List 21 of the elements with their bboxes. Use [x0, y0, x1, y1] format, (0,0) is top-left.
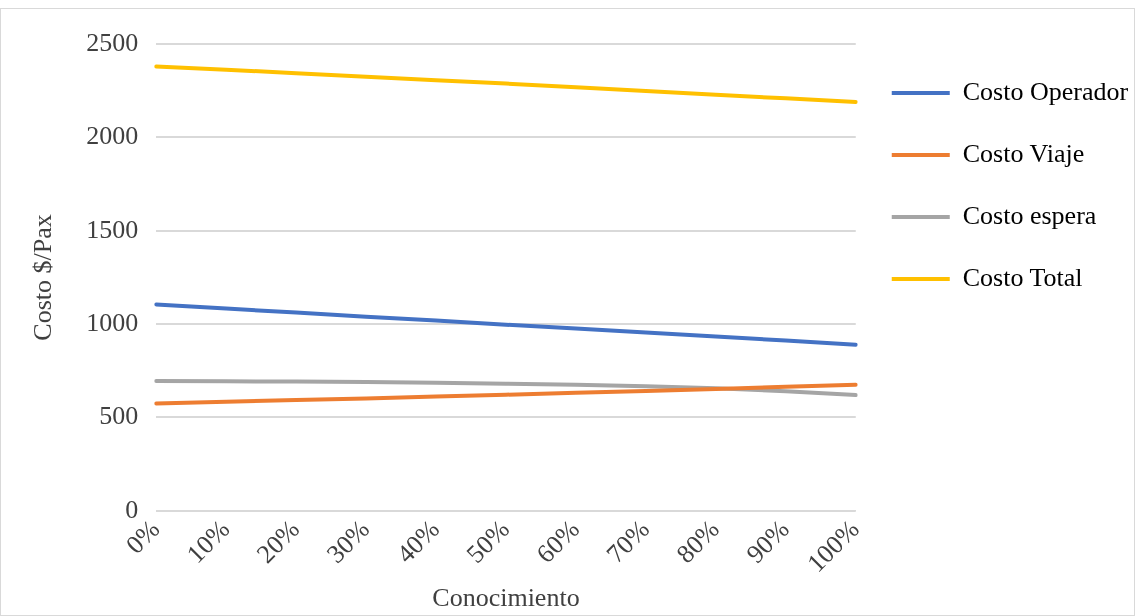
y-axis-title: Costo $/Pax [28, 214, 58, 341]
y-tick-label: 500 [99, 401, 139, 431]
x-tick-label: 20% [250, 514, 306, 569]
x-tick-label: 80% [670, 514, 725, 569]
x-tick-label: 50% [460, 514, 516, 569]
y-tick-label: 2000 [86, 121, 139, 151]
legend-label: Costo Viaje [962, 138, 1085, 168]
x-tick-label: 40% [390, 514, 446, 569]
x-tick-label: 60% [530, 514, 585, 569]
y-tick-label: 1000 [86, 307, 139, 337]
y-tick-label: 2500 [86, 27, 139, 57]
x-axis-title: Conocimiento [432, 583, 580, 613]
x-tick-label: 70% [600, 514, 655, 569]
x-tick-label: 90% [740, 514, 795, 569]
legend-label: Costo espera [962, 200, 1097, 230]
legend-label: Costo Operador [962, 76, 1129, 106]
y-tick-label: 0 [125, 494, 139, 524]
x-tick-label: 10% [181, 514, 236, 569]
legend-label: Costo Total [962, 262, 1083, 292]
y-tick-label: 1500 [86, 214, 139, 244]
x-tick-label: 30% [320, 514, 376, 569]
